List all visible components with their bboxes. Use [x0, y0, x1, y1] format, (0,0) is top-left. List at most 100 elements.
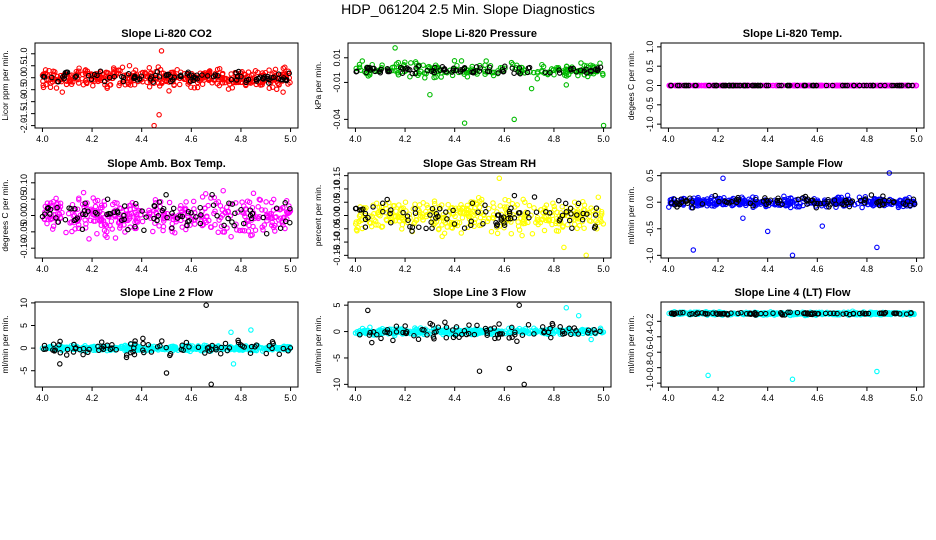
data-point-selected: [484, 68, 491, 74]
data-point-all: [490, 200, 496, 206]
data-point-all: [94, 230, 100, 237]
data-point-selected: [593, 205, 600, 211]
data-point-selected: [97, 68, 104, 74]
data-point-selected: [868, 192, 875, 198]
y-tick-label: 0: [332, 329, 342, 334]
data-point-selected: [470, 70, 477, 76]
x-tick-label: 4.2: [86, 264, 99, 274]
data-point-all: [108, 218, 115, 224]
data-point-selected: [758, 310, 764, 317]
data-point-selected: [785, 82, 792, 89]
data-point-selected: [362, 210, 369, 217]
y-axis-label: ml/min per min.: [626, 315, 636, 373]
data-point-selected: [275, 71, 282, 77]
data-point-all: [216, 217, 222, 223]
data-point-all: [90, 195, 96, 201]
y-tick-label: -0.15: [332, 245, 342, 266]
data-point-selected: [443, 334, 450, 341]
data-point-selected: [865, 310, 872, 317]
plot-frame: [34, 301, 299, 388]
data-point-all: [419, 214, 426, 220]
data-point-selected: [514, 338, 520, 345]
data-point-selected: [862, 196, 869, 202]
x-tick-label: 4.6: [185, 393, 198, 403]
data-point-all: [399, 221, 406, 228]
data-point-selected: [157, 343, 163, 349]
data-point-selected: [569, 225, 575, 231]
data-point-selected: [276, 351, 283, 358]
x-tick-label: 4.0: [36, 264, 49, 274]
data-point-all: [44, 220, 50, 227]
data-point-all: [785, 201, 791, 208]
data-point-selected: [689, 205, 696, 211]
data-point-all: [75, 80, 82, 86]
data-point-all: [216, 82, 223, 89]
data-point-selected: [557, 324, 563, 330]
data-point-all: [563, 305, 570, 311]
data-point-selected: [74, 215, 81, 221]
data-point-selected: [469, 200, 476, 206]
data-point-all: [259, 348, 266, 354]
data-point-selected: [210, 202, 217, 208]
data-point-all: [275, 217, 282, 223]
data-point-all: [465, 210, 472, 217]
data-point-selected: [511, 192, 518, 199]
data-point-selected: [194, 72, 200, 78]
x-tick-label: 5.0: [597, 264, 610, 274]
data-point-selected: [179, 342, 185, 349]
data-point-all: [225, 86, 232, 92]
data-point-all: [90, 82, 96, 89]
data-point-selected: [225, 215, 231, 222]
data-point-all: [477, 214, 484, 221]
data-point-all: [362, 328, 369, 334]
data-point-selected: [547, 325, 553, 332]
data-point-all: [541, 214, 547, 220]
data-point-selected: [762, 195, 768, 201]
y-tick-label: 0.0: [645, 79, 655, 92]
data-point-selected: [170, 205, 177, 212]
data-point-selected: [400, 329, 406, 336]
data-point-selected: [384, 196, 390, 203]
data-point-selected: [735, 310, 741, 317]
data-point-all: [494, 230, 501, 237]
data-point-all: [356, 219, 362, 225]
data-point-all: [431, 198, 438, 204]
data-point-selected: [673, 310, 680, 316]
data-point-selected: [374, 331, 380, 338]
data-point-selected: [839, 82, 846, 89]
data-point-all: [112, 235, 119, 241]
data-point-selected: [81, 208, 88, 214]
data-point-all: [581, 225, 587, 231]
data-point-selected: [794, 309, 801, 316]
data-point-all: [549, 221, 555, 228]
chart-panel: Slope Li-820 Temp. degees C per min. 4.0 4.…: [626, 28, 925, 144]
data-point-all: [98, 202, 105, 209]
data-point-all: [668, 196, 675, 203]
data-point-selected: [712, 192, 718, 199]
data-point-selected: [217, 350, 224, 357]
x-tick-label: 4.8: [548, 393, 561, 403]
y-axis-label: ml/min per min.: [0, 315, 10, 373]
data-point-selected: [515, 210, 522, 216]
data-point-selected: [44, 205, 51, 212]
data-point-selected: [516, 302, 522, 308]
y-tick-label: 0.5: [645, 169, 655, 182]
data-point-selected: [61, 75, 67, 82]
data-point-all: [50, 223, 57, 229]
data-point-selected: [287, 205, 293, 212]
y-tick-label: 0.5: [19, 59, 29, 72]
data-point-all: [116, 82, 122, 89]
data-point-selected: [400, 209, 406, 216]
data-point-all: [458, 230, 465, 236]
data-point-selected: [57, 338, 63, 345]
x-tick-label: 4.6: [498, 264, 511, 274]
data-point-selected: [542, 69, 549, 76]
data-point-all: [893, 199, 900, 206]
data-point-selected: [829, 82, 836, 89]
data-point-selected: [193, 214, 199, 220]
data-point-all: [178, 202, 184, 209]
data-point-all: [583, 252, 589, 259]
y-axis-label: degrees C per min.: [0, 179, 10, 251]
data-point-all: [90, 218, 97, 224]
data-point-selected: [874, 199, 880, 206]
